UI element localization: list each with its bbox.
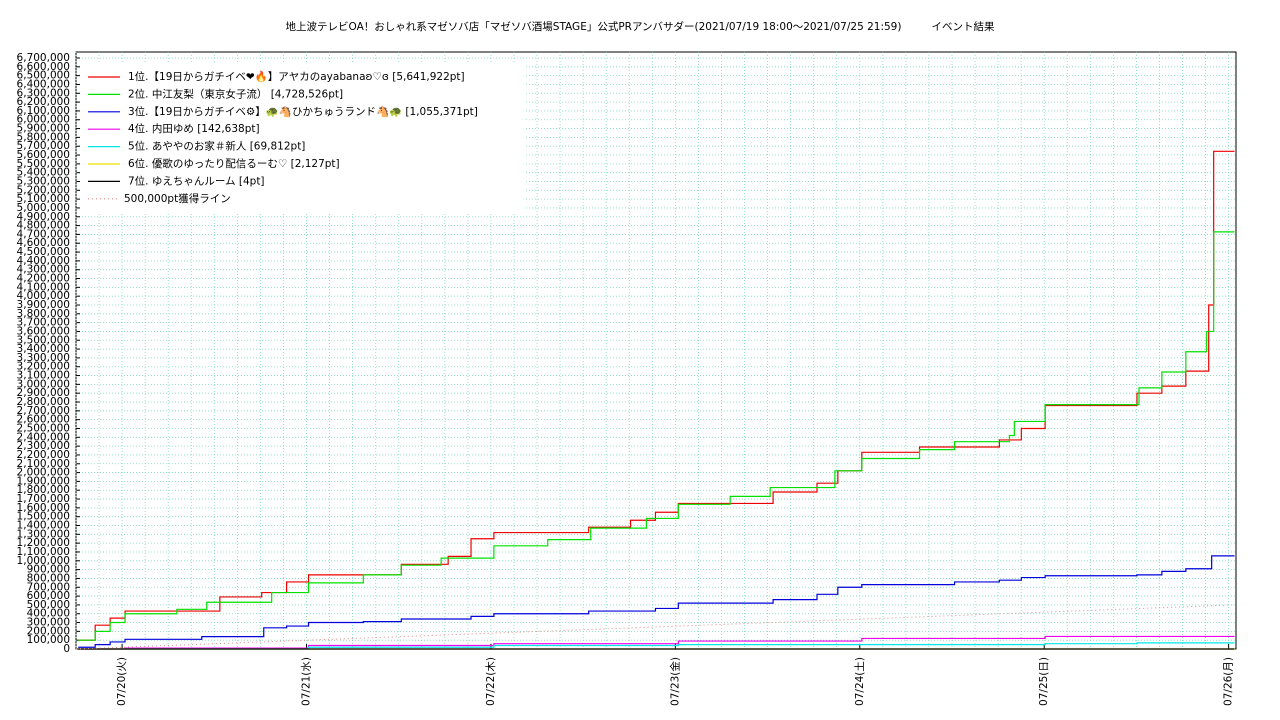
legend-label: 3位.【19日からガチイベ⚙】🐢🐴ひかちゅうランド🐴🐢 [1,055,371pt…: [128, 105, 478, 118]
y-tick-label: 5,000,000: [17, 202, 70, 214]
y-tick-label: 3,900,000: [17, 299, 70, 311]
y-tick-label: 5,800,000: [17, 131, 70, 143]
x-tick-label: 07/26(月): [1223, 657, 1235, 706]
series-line: [78, 635, 1235, 650]
y-tick-label: 6,600,000: [17, 61, 70, 73]
y-tick-label: 4,100,000: [17, 281, 70, 293]
y-tick-label: 2,400,000: [17, 431, 70, 443]
y-tick-label: 2,600,000: [17, 414, 70, 426]
legend-label: 2位. 中江友梨（東京女子流） [4,728,526pt]: [128, 87, 343, 100]
y-tick-label: 700,000: [27, 581, 70, 593]
y-tick-label: 500,000: [27, 599, 70, 611]
y-tick-label: 1,300,000: [17, 528, 70, 540]
x-tick-label: 07/22(木): [485, 657, 497, 706]
y-tick-label: 4,400,000: [17, 255, 70, 267]
y-tick-label: 6,300,000: [17, 87, 70, 99]
y-tick-label: 6,500,000: [17, 70, 70, 82]
y-tick-label: 2,900,000: [17, 387, 70, 399]
subtitle: イベント結果: [931, 20, 994, 33]
y-tick-label: 3,300,000: [17, 352, 70, 364]
x-tick-label: 07/24(土): [853, 657, 866, 706]
y-tick-label: 4,500,000: [17, 246, 70, 258]
y-tick-label: 1,600,000: [17, 502, 70, 514]
y-tick-label: 4,600,000: [17, 237, 70, 249]
y-tick-label: 1,700,000: [17, 493, 70, 505]
series-line: [78, 231, 1235, 641]
y-tick-label: 4,800,000: [17, 220, 70, 232]
y-tick-label: 3,600,000: [17, 325, 70, 337]
y-tick-label: 3,500,000: [17, 334, 70, 346]
y-tick-label: 5,600,000: [17, 149, 70, 161]
y-tick-label: 5,400,000: [17, 167, 70, 179]
x-tick-label: 07/20(火): [116, 657, 128, 706]
y-tick-label: 3,000,000: [17, 378, 70, 390]
y-tick-label: 2,800,000: [17, 396, 70, 408]
y-tick-label: 2,700,000: [17, 405, 70, 417]
y-tick-label: 2,300,000: [17, 440, 70, 452]
y-tick-label: 3,800,000: [17, 308, 70, 320]
y-tick-label: 4,200,000: [17, 273, 70, 285]
y-tick-label: 6,700,000: [17, 52, 70, 64]
legend-label: 5位. あややのお家＃新人 [69,812pt]: [128, 140, 305, 153]
y-tick-label: 6,400,000: [17, 78, 70, 90]
y-tick-label: 3,400,000: [17, 343, 70, 355]
y-tick-label: 4,000,000: [17, 290, 70, 302]
y-tick-label: 2,500,000: [17, 422, 70, 434]
y-tick-label: 5,500,000: [17, 158, 70, 170]
y-tick-label: 6,000,000: [17, 114, 70, 126]
y-tick-label: 2,100,000: [17, 458, 70, 470]
y-tick-label: 400,000: [27, 608, 70, 620]
x-tick-label: 07/21(水): [301, 657, 313, 706]
y-tick-label: 1,900,000: [17, 475, 70, 487]
x-tick-label: 07/25(日): [1038, 657, 1050, 706]
x-tick-label: 07/23(金): [668, 657, 681, 706]
y-tick-label: 6,200,000: [17, 96, 70, 108]
y-tick-label: 4,700,000: [17, 228, 70, 240]
y-tick-label: 1,000,000: [17, 555, 70, 567]
y-tick-label: 1,200,000: [17, 537, 70, 549]
y-tick-label: 5,700,000: [17, 140, 70, 152]
y-tick-label: 0: [63, 643, 70, 655]
legend-label: 6位. 優歌のゆったり配信るーむ♡ [2,127pt]: [128, 157, 340, 170]
y-tick-label: 800,000: [27, 572, 70, 584]
series-line: [78, 642, 1235, 650]
y-tick-label: 2,200,000: [17, 449, 70, 461]
y-tick-label: 6,100,000: [17, 105, 70, 117]
legend-box: [80, 62, 526, 212]
y-tick-label: 1,800,000: [17, 484, 70, 496]
chart-title: 地上波テレビOA！おしゃれ系マゼソバ店「マゼソバ酒場STAGE」公式PRアンバサ…: [286, 20, 995, 33]
series-line: [78, 150, 1235, 641]
y-tick-label: 4,900,000: [17, 211, 70, 223]
y-tick-label: 3,200,000: [17, 361, 70, 373]
legend-label: 4位. 内田ゆめ [142,638pt]: [128, 122, 260, 135]
y-tick-label: 3,700,000: [17, 317, 70, 329]
series-line: [78, 555, 1235, 648]
y-tick-label: 600,000: [27, 590, 70, 602]
y-tick-label: 5,900,000: [17, 123, 70, 135]
y-tick-label: 100,000: [27, 634, 70, 646]
legend-label: 7位. ゆえちゃんルーム [4pt]: [128, 174, 265, 187]
y-tick-label: 5,300,000: [17, 175, 70, 187]
y-tick-label: 5,100,000: [17, 193, 70, 205]
y-tick-label: 3,100,000: [17, 370, 70, 382]
y-tick-label: 900,000: [27, 564, 70, 576]
y-tick-label: 5,200,000: [17, 184, 70, 196]
y-tick-label: 1,100,000: [17, 546, 70, 558]
y-tick-label: 300,000: [27, 617, 70, 629]
legend-label: 1位.【19日からガチイベ❤🔥】アヤカのayabanaʚ♡ɞ [5,641,92…: [128, 70, 465, 83]
legend: 1位.【19日からガチイベ❤🔥】アヤカのayabanaʚ♡ɞ [5,641,92…: [80, 62, 526, 212]
y-tick-label: 1,400,000: [17, 520, 70, 532]
y-tick-label: 200,000: [27, 625, 70, 637]
y-tick-label: 1,500,000: [17, 511, 70, 523]
title: 地上波テレビOA！おしゃれ系マゼソバ店「マゼソバ酒場STAGE」公式PRアンバサ…: [286, 20, 902, 33]
y-tick-label: 2,000,000: [17, 467, 70, 479]
y-tick-label: 4,300,000: [17, 264, 70, 276]
legend-label: 500,000pt獲得ライン: [124, 192, 231, 205]
